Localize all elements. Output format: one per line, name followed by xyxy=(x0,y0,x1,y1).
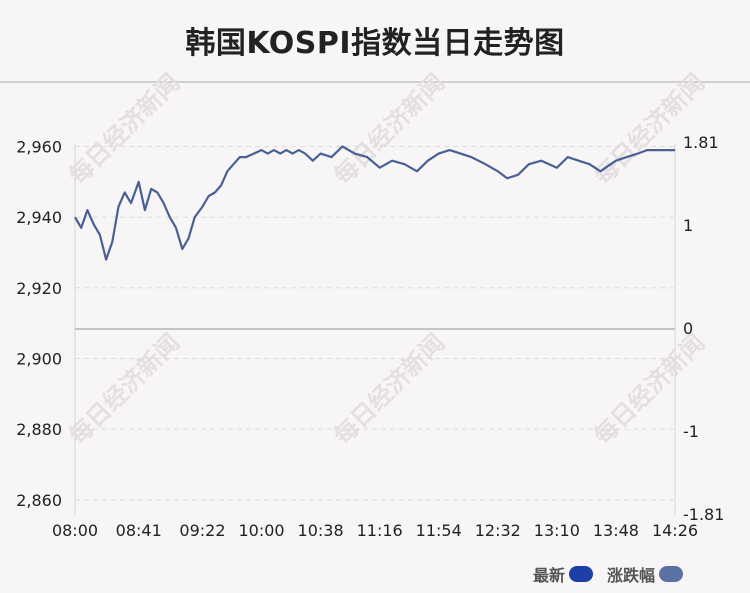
x-tick-label: 08:41 xyxy=(116,521,162,540)
watermark: 每日经济新闻 xyxy=(329,69,451,191)
y-left-tick-label: 2,860 xyxy=(16,491,62,510)
y-left-tick-label: 2,960 xyxy=(16,138,62,157)
watermark: 每日经济新闻 xyxy=(329,329,451,451)
watermark: 每日经济新闻 xyxy=(589,69,711,191)
chart-title: 韩国KOSPI指数当日走势图 xyxy=(185,26,565,61)
x-tick-label: 08:00 xyxy=(52,521,98,540)
y-right-tick-label: 1 xyxy=(683,216,693,235)
legend-label-change: 涨跌幅 xyxy=(607,566,656,585)
y-left-tick-label: 2,900 xyxy=(16,349,62,368)
y-right-tick-label: -1 xyxy=(683,422,699,441)
y-right-tick-label: 1.81 xyxy=(683,133,719,152)
x-tick-label: 14:26 xyxy=(652,521,698,540)
legend-item-change[interactable]: 涨跌幅 xyxy=(607,562,684,586)
x-tick-labels: 08:00 08:41 09:22 10:00 10:38 11:16 11:54 12:32… xyxy=(52,521,698,540)
legend-item-latest[interactable]: 最新 xyxy=(533,562,594,586)
x-tick-label: 13:48 xyxy=(593,521,639,540)
legend: 最新 涨跌幅 xyxy=(533,563,697,585)
y-left-tick-labels: 2,960 2,940 2,920 2,900 2,880 2,860 xyxy=(16,138,62,510)
legend-label-latest: 最新 xyxy=(533,566,566,585)
y-right-tick-labels: 1.81 1 0 -1 -1.81 xyxy=(683,133,724,524)
x-tick-label: 11:16 xyxy=(357,521,403,540)
x-tick-label: 13:10 xyxy=(534,521,580,540)
watermark: 每日经济新闻 xyxy=(64,69,186,191)
x-tick-label: 09:22 xyxy=(179,521,225,540)
y-right-tick-label: -1.81 xyxy=(683,505,724,524)
grid-lines xyxy=(75,146,675,501)
x-tick-label: 12:32 xyxy=(475,521,521,540)
legend-swatch-change xyxy=(659,566,684,582)
x-tick-label: 10:38 xyxy=(298,521,344,540)
y-left-tick-label: 2,880 xyxy=(16,420,62,439)
watermark: 每日经济新闻 xyxy=(64,329,186,451)
series-layer xyxy=(74,145,675,261)
axes xyxy=(74,143,676,515)
legend-swatch-latest xyxy=(569,566,594,582)
x-tick-label: 10:00 xyxy=(238,521,284,540)
title-divider xyxy=(0,81,750,83)
x-tick-label: 11:54 xyxy=(416,521,462,540)
y-left-tick-label: 2,940 xyxy=(16,208,62,227)
series-line-latest xyxy=(74,145,675,261)
y-left-tick-label: 2,920 xyxy=(16,279,62,298)
y-right-tick-label: 0 xyxy=(683,319,693,338)
